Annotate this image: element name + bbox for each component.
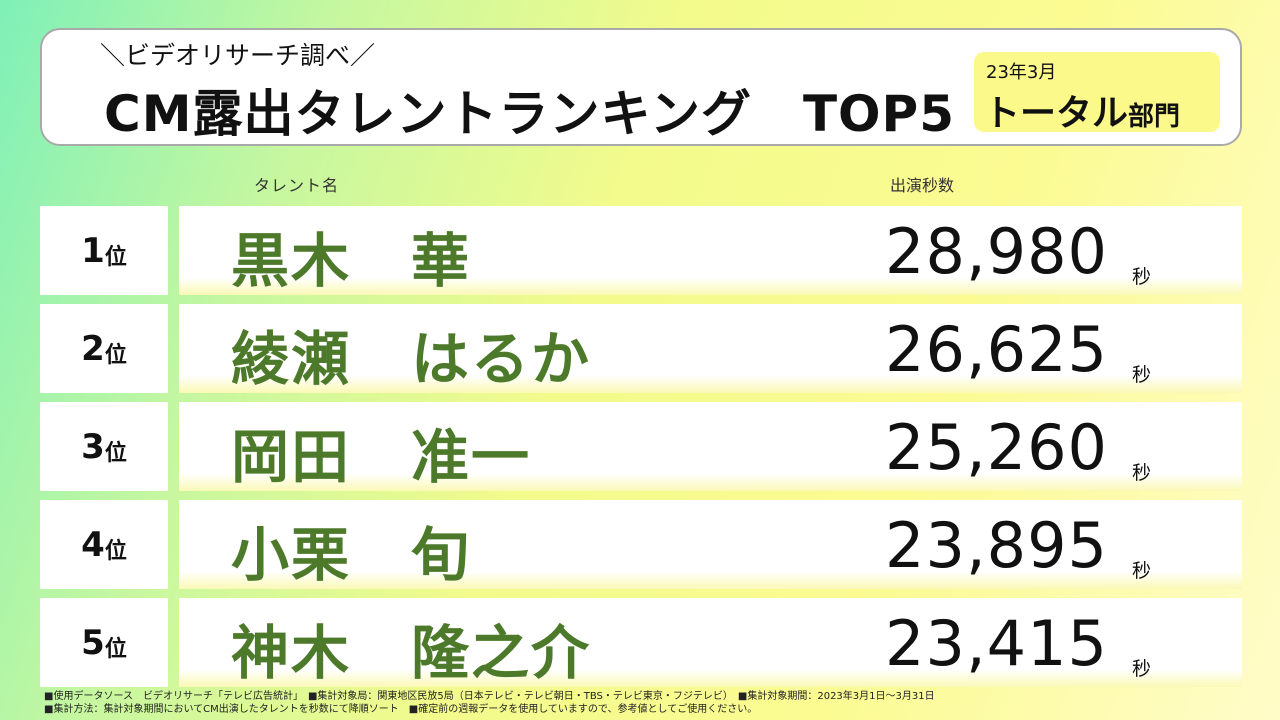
rank-number: 5: [81, 622, 105, 663]
period-label: 23年3月: [986, 62, 1057, 83]
ranking-entry: 小栗 旬 23,895 秒: [179, 500, 1242, 589]
talent-name: 綾瀬 はるか: [231, 325, 592, 393]
column-header-seconds: 出演秒数: [890, 176, 955, 195]
talent-name: 小栗 旬: [231, 521, 472, 589]
column-header-talent: タレント名: [254, 176, 340, 195]
rank-suffix: 位: [104, 244, 127, 270]
ranking-entry: 黒木 華 28,980 秒: [179, 206, 1242, 295]
category-label: トータル部門: [984, 84, 1180, 136]
category-badge: 23年3月 トータル部門: [974, 52, 1220, 134]
seconds-value: 25,260: [885, 411, 1108, 484]
seconds-unit: 秒: [1132, 560, 1152, 582]
seconds-unit: 秒: [1132, 658, 1152, 680]
ranking-entry: 神木 隆之介 23,415 秒: [179, 598, 1242, 687]
rank-number: 4: [81, 524, 105, 565]
header-card: ＼ビデオリサーチ調べ／ CM露出タレントランキング TOP5 23年3月 トータ…: [40, 28, 1242, 146]
rank-suffix: 位: [104, 440, 127, 466]
seconds-unit: 秒: [1132, 364, 1152, 386]
rank-suffix: 位: [104, 342, 127, 368]
category-main: トータル: [984, 93, 1129, 134]
footer-notes: ■使用データソース ビデオリサーチ「テレビ広告統計」 ■集計対象局：関東地区民放…: [44, 690, 935, 716]
talent-name: 神木 隆之介: [231, 619, 592, 687]
footer-line-1: ■使用データソース ビデオリサーチ「テレビ広告統計」 ■集計対象局：関東地区民放…: [44, 691, 935, 702]
seconds-value: 23,415: [885, 607, 1108, 680]
seconds-unit: 秒: [1132, 266, 1152, 288]
ranking-entry: 岡田 准一 25,260 秒: [179, 402, 1242, 491]
seconds-value: 23,895: [885, 509, 1108, 582]
rank-number: 2: [81, 328, 105, 369]
page-title: CM露出タレントランキング TOP5: [104, 85, 955, 143]
seconds-unit: 秒: [1132, 462, 1152, 484]
seconds-value: 26,625: [885, 313, 1108, 386]
ranking-entry: 綾瀬 はるか 26,625 秒: [179, 304, 1242, 393]
footer-line-2: ■集計方法：集計対象期間においてCM出演したタレントを秒数にて降順ソート ■確定…: [44, 704, 758, 715]
subtitle: ＼ビデオリサーチ調べ／: [100, 41, 376, 70]
rank-number: 3: [81, 426, 105, 467]
seconds-value: 28,980: [885, 215, 1108, 288]
talent-name: 黒木 華: [231, 227, 472, 295]
rank-number: 1: [81, 230, 105, 271]
rank-suffix: 位: [104, 636, 127, 662]
rank-suffix: 位: [104, 538, 127, 564]
talent-name: 岡田 准一: [231, 423, 532, 491]
category-suffix: 部門: [1128, 102, 1181, 132]
